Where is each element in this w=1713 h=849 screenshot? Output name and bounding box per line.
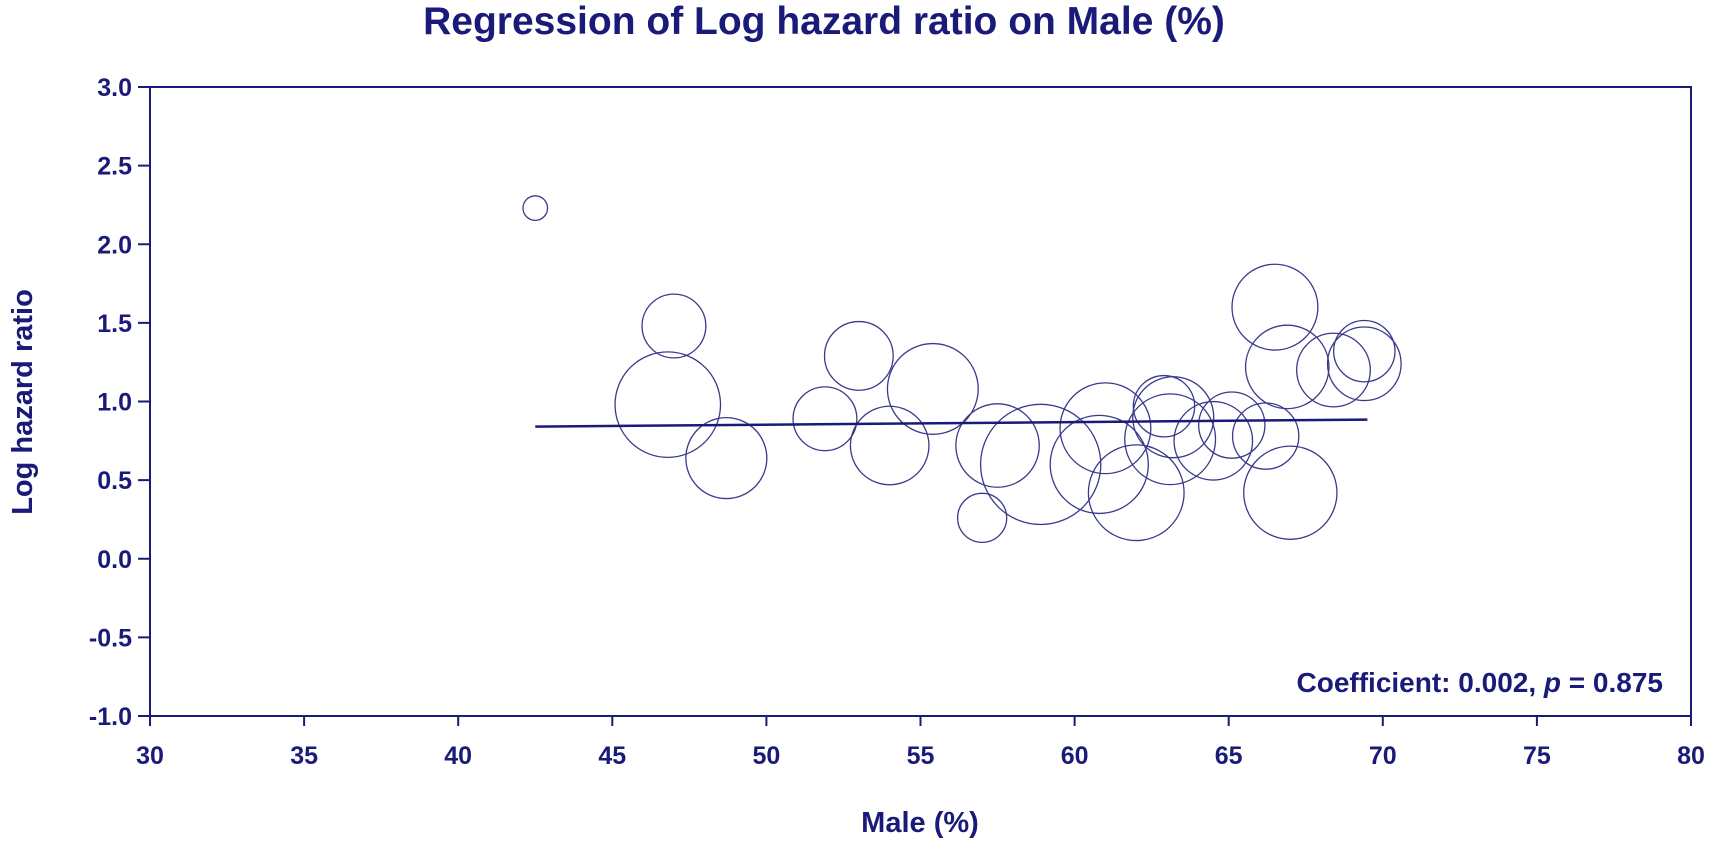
scatter-markers	[522, 195, 1402, 544]
study-marker	[685, 416, 768, 500]
y-tick-label: 1.0	[97, 389, 132, 417]
x-tick-label: 45	[598, 742, 626, 770]
y-axis-label: Log hazard ratio	[7, 289, 39, 515]
chart-title: Regression of Log hazard ratio on Male (…	[423, 0, 1225, 43]
y-tick-label: 2.5	[97, 153, 132, 181]
study-marker	[1326, 326, 1402, 402]
x-tick-label: 30	[136, 742, 164, 770]
x-tick-label: 80	[1677, 742, 1705, 770]
regression-annotation: Coefficient: 0.002, p = 0.875	[1297, 667, 1664, 698]
study-marker	[1231, 263, 1319, 351]
study-marker	[1124, 393, 1217, 486]
x-tick-label: 60	[1061, 742, 1089, 770]
study-marker	[823, 320, 894, 391]
study-marker	[1332, 319, 1396, 383]
annotation-p-symbol: p	[1543, 667, 1561, 698]
x-tick-label: 55	[907, 742, 935, 770]
study-marker	[955, 403, 1040, 488]
study-marker	[886, 342, 979, 435]
x-tick-label: 75	[1523, 742, 1551, 770]
regression-line	[535, 418, 1368, 428]
study-marker	[1087, 444, 1185, 542]
regression-line-group	[535, 418, 1368, 428]
study-marker	[614, 351, 722, 459]
study-marker	[1049, 414, 1149, 515]
annotation-suffix: = 0.875	[1561, 667, 1663, 698]
study-marker	[1244, 324, 1330, 410]
study-marker	[1173, 400, 1254, 481]
study-marker	[1198, 391, 1266, 459]
study-marker	[1296, 332, 1371, 408]
study-marker	[1243, 445, 1338, 540]
y-axis: 3.0 2.5 2.0 1.5 1.0 0.5 0.0 -0.5 -1.0	[89, 74, 150, 731]
y-tick-label: 0.5	[97, 467, 132, 495]
study-marker	[641, 293, 707, 359]
study-marker	[522, 195, 549, 221]
study-marker	[956, 492, 1008, 544]
y-tick-label: 0.0	[97, 546, 132, 574]
x-tick-label: 40	[444, 742, 472, 770]
study-marker	[1132, 376, 1215, 459]
y-tick-label: 3.0	[97, 74, 132, 102]
y-tick-label: 1.5	[97, 310, 132, 338]
x-axis-label: Male (%)	[861, 807, 979, 839]
x-tick-label: 35	[290, 742, 318, 770]
y-tick-label: 2.0	[97, 231, 132, 259]
x-tick-label: 65	[1215, 742, 1243, 770]
study-marker	[979, 403, 1102, 526]
x-axis: 30 35 40 45 50 55 60 65 70 75 80	[136, 716, 1705, 770]
study-marker	[1059, 382, 1152, 475]
annotation-prefix: Coefficient: 0.002,	[1297, 667, 1544, 698]
x-tick-label: 50	[752, 742, 780, 770]
y-tick-label: -1.0	[89, 703, 132, 731]
x-tick-label: 70	[1369, 742, 1397, 770]
study-marker	[792, 386, 858, 452]
y-tick-label: -0.5	[89, 624, 132, 652]
study-marker	[849, 405, 930, 486]
